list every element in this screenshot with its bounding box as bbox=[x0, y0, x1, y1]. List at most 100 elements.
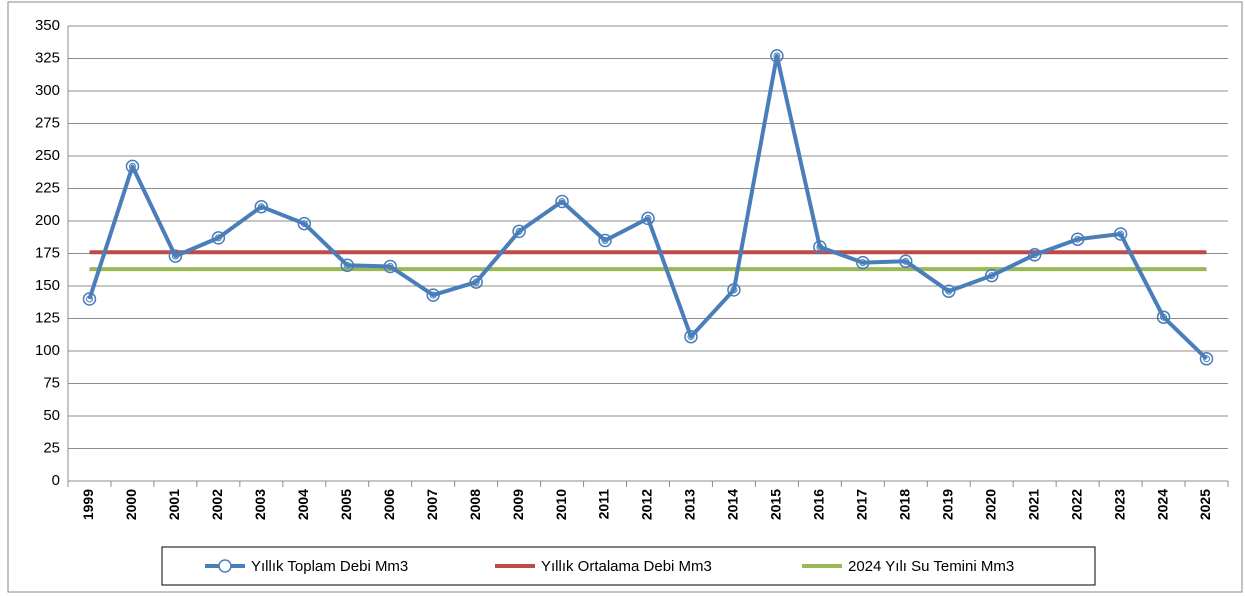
x-tick-label: 2021 bbox=[1025, 489, 1041, 520]
x-tick-label: 2022 bbox=[1068, 489, 1084, 520]
point-marker-inner bbox=[558, 198, 566, 205]
x-tick-label: 2012 bbox=[639, 489, 655, 520]
point-marker-inner bbox=[300, 220, 308, 228]
point-marker bbox=[899, 254, 913, 269]
point-marker-inner bbox=[128, 162, 136, 170]
x-tick-label: 2002 bbox=[209, 489, 225, 520]
x-tick-label: 2010 bbox=[553, 489, 569, 520]
point-marker bbox=[1113, 227, 1128, 241]
y-tick-label: 325 bbox=[35, 49, 60, 66]
point-marker-inner bbox=[472, 278, 480, 286]
point-marker-inner bbox=[386, 263, 394, 270]
y-tick-label: 125 bbox=[35, 309, 60, 326]
x-tick-label: 2008 bbox=[467, 489, 483, 520]
point-marker bbox=[641, 211, 655, 226]
point-marker bbox=[383, 259, 397, 274]
y-tick-label: 25 bbox=[43, 439, 60, 456]
x-tick-label: 2007 bbox=[424, 489, 440, 520]
point-marker bbox=[598, 233, 612, 248]
point-marker bbox=[512, 224, 526, 239]
point-marker bbox=[469, 275, 483, 289]
point-marker bbox=[1070, 232, 1085, 246]
point-marker bbox=[941, 284, 956, 298]
y-tick-label: 50 bbox=[43, 407, 60, 424]
x-tick-label: 2017 bbox=[854, 489, 870, 520]
x-tick-label: 2005 bbox=[338, 489, 354, 520]
x-tick-label: 2004 bbox=[295, 489, 311, 520]
point-marker-inner bbox=[644, 214, 652, 222]
point-marker-inner bbox=[1074, 235, 1082, 243]
legend-box bbox=[161, 546, 1096, 586]
point-marker-inner bbox=[816, 243, 824, 251]
y-tick-label: 250 bbox=[35, 147, 60, 164]
x-tick-label: 2000 bbox=[123, 489, 139, 520]
point-marker-inner bbox=[1203, 355, 1211, 363]
point-marker bbox=[168, 249, 183, 263]
y-tick-label: 200 bbox=[35, 212, 60, 229]
point-marker-inner bbox=[214, 234, 222, 242]
x-tick-label: 2001 bbox=[166, 489, 182, 520]
point-marker-inner bbox=[85, 295, 93, 303]
point-marker-inner bbox=[1160, 313, 1168, 321]
point-marker-inner bbox=[429, 291, 437, 299]
point-marker bbox=[297, 216, 312, 231]
y-tick-label: 350 bbox=[35, 17, 60, 34]
chart-border bbox=[7, 1, 1243, 593]
point-marker-inner bbox=[902, 257, 910, 265]
point-marker-inner bbox=[171, 252, 179, 260]
x-tick-label: 2023 bbox=[1111, 489, 1127, 520]
point-marker-inner bbox=[945, 287, 953, 295]
point-marker-inner bbox=[687, 333, 695, 341]
y-tick-label: 225 bbox=[35, 179, 60, 196]
y-tick-label: 150 bbox=[35, 277, 60, 294]
point-marker-inner bbox=[988, 272, 996, 280]
x-tick-label: 2016 bbox=[811, 489, 827, 520]
legend-label: Yıllık Ortalama Debi Mm3 bbox=[541, 558, 712, 575]
x-tick-label: 2019 bbox=[939, 489, 955, 520]
point-marker bbox=[1027, 248, 1042, 262]
point-marker bbox=[426, 288, 440, 302]
point-marker-inner bbox=[343, 261, 351, 269]
y-tick-label: 75 bbox=[43, 374, 60, 391]
series-line bbox=[87, 53, 1208, 361]
point-marker bbox=[340, 258, 355, 272]
point-marker-inner bbox=[515, 227, 523, 235]
point-marker-inner bbox=[730, 286, 738, 294]
point-marker bbox=[254, 199, 269, 214]
x-tick-label: 2011 bbox=[596, 489, 612, 520]
point-marker-inner bbox=[601, 237, 609, 244]
x-tick-label: 2009 bbox=[510, 489, 526, 520]
x-tick-label: 2003 bbox=[252, 489, 268, 520]
x-tick-label: 2025 bbox=[1197, 489, 1213, 520]
point-marker bbox=[1156, 310, 1171, 324]
point-marker-inner bbox=[257, 203, 265, 211]
x-tick-label: 1999 bbox=[80, 489, 96, 520]
y-tick-label: 175 bbox=[35, 244, 60, 261]
y-tick-label: 275 bbox=[35, 114, 60, 131]
point-marker-inner bbox=[1031, 251, 1039, 259]
point-marker-inner bbox=[859, 259, 867, 267]
legend-marker bbox=[218, 559, 232, 573]
y-tick-label: 300 bbox=[35, 82, 60, 99]
point-marker bbox=[211, 231, 226, 245]
x-tick-label: 2013 bbox=[682, 489, 698, 520]
point-marker bbox=[125, 159, 140, 174]
point-marker bbox=[82, 292, 97, 306]
point-marker-inner bbox=[773, 52, 781, 60]
point-marker bbox=[984, 268, 999, 283]
legend-label: 2024 Yılı Su Temini Mm3 bbox=[848, 558, 1014, 575]
legend-label: Yıllık Toplam Debi Mm3 bbox=[251, 558, 408, 575]
point-marker bbox=[770, 49, 784, 63]
x-tick-label: 2020 bbox=[982, 489, 998, 520]
point-marker bbox=[727, 283, 741, 297]
point-marker-inner bbox=[1117, 230, 1125, 238]
y-tick-label: 0 bbox=[52, 472, 60, 489]
x-tick-label: 2024 bbox=[1154, 489, 1170, 520]
x-tick-label: 2006 bbox=[381, 489, 397, 520]
point-marker bbox=[684, 329, 698, 344]
point-marker bbox=[813, 240, 827, 254]
x-tick-label: 2014 bbox=[725, 489, 741, 520]
x-tick-label: 2015 bbox=[768, 489, 784, 520]
x-tick-label: 2018 bbox=[896, 489, 912, 520]
